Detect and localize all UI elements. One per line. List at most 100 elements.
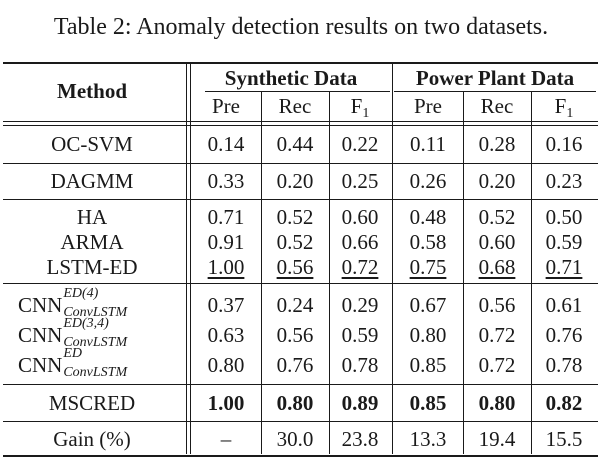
header-rule-1 — [3, 121, 598, 122]
cell-value: 0.23 — [545, 169, 583, 193]
cell-value: 0.75 — [409, 255, 447, 279]
table-cell: 0.78 — [330, 352, 390, 378]
table-cell: 0.60 — [330, 204, 390, 230]
method-name: MSCRED — [48, 391, 136, 415]
table-cell: 0.28 — [464, 131, 530, 157]
metric-header-label: Pre — [212, 94, 240, 118]
method-name: OC-SVM — [51, 132, 133, 156]
cell-value: – — [220, 427, 232, 451]
cell-value: 0.72 — [341, 255, 379, 279]
cell-value: 0.71 — [545, 255, 583, 279]
cell-value: 0.82 — [545, 391, 583, 415]
cell-value: 0.52 — [478, 205, 516, 229]
cell-value: 0.25 — [341, 169, 379, 193]
cell-value: 0.71 — [207, 205, 245, 229]
table-caption: Table 2: Anomaly detection results on tw… — [53, 14, 549, 40]
cell-value: 0.20 — [478, 169, 516, 193]
table-cell: 0.56 — [262, 254, 328, 280]
cell-value: 0.29 — [341, 293, 379, 317]
cell-value: 0.80 — [409, 323, 447, 347]
table-cell: 0.63 — [192, 322, 260, 348]
table-cell: 0.52 — [262, 229, 328, 255]
cell-value: 0.72 — [478, 353, 516, 377]
table-cell: 0.72 — [464, 352, 530, 378]
metric-header: F1 — [532, 93, 596, 127]
cell-value: 0.20 — [276, 169, 314, 193]
cell-value: 0.16 — [545, 132, 583, 156]
table-cell: 0.56 — [262, 322, 328, 348]
metric-header: F1 — [330, 93, 390, 127]
method-base-label: CNN — [18, 353, 63, 377]
table-cell: 0.82 — [532, 390, 596, 416]
row-rule — [3, 163, 598, 164]
method-superscript: ED(3,4) — [63, 316, 109, 331]
table-cell: 0.67 — [394, 292, 462, 318]
cell-value: 0.14 — [207, 132, 245, 156]
table-cell: 0.16 — [532, 131, 596, 157]
cell-value: 1.00 — [207, 255, 245, 279]
method-name: DAGMM — [50, 169, 134, 193]
cell-value: 0.52 — [276, 230, 314, 254]
table-cell: 0.80 — [192, 352, 260, 378]
cell-value: 0.91 — [207, 230, 245, 254]
table-cell: 0.29 — [330, 292, 390, 318]
table-cell: 0.76 — [532, 322, 596, 348]
table-cell: 0.26 — [394, 168, 462, 194]
table-cell: 0.44 — [262, 131, 328, 157]
bottom-rule — [3, 455, 598, 457]
cell-value: 0.56 — [478, 293, 516, 317]
metric-subscript: 1 — [566, 106, 574, 121]
metric-subscript: 1 — [362, 106, 370, 121]
table-cell: 0.71 — [192, 204, 260, 230]
method-name: Gain (%) — [53, 427, 131, 451]
table-cell: 0.61 — [532, 292, 596, 318]
metric-header-label: F — [350, 94, 363, 118]
table-cell: 0.68 — [464, 254, 530, 280]
cell-value: 30.0 — [276, 427, 314, 451]
table-cell: 1.00 — [192, 254, 260, 280]
table-cell: 0.48 — [394, 204, 462, 230]
table-cell: 0.20 — [464, 168, 530, 194]
method-scripts: ED(3,4) ConvLSTM — [62, 317, 182, 350]
method-name: LSTM-ED — [46, 255, 138, 279]
method-scripts: ED(4) ConvLSTM — [62, 287, 182, 320]
cell-value: 0.50 — [545, 205, 583, 229]
table-cell: 0.80 — [464, 390, 530, 416]
cell-value: 0.59 — [341, 323, 379, 347]
row-rule — [3, 421, 598, 422]
table-cell: 0.80 — [262, 390, 328, 416]
table-cell: 0.85 — [394, 352, 462, 378]
table-cell: 0.20 — [262, 168, 328, 194]
cell-value: 0.66 — [341, 230, 379, 254]
table-cell: 0.50 — [532, 204, 596, 230]
table-cell: 0.91 — [192, 229, 260, 255]
metric-header-label: F — [554, 94, 567, 118]
cell-value: 0.60 — [341, 205, 379, 229]
cell-value: 0.80 — [276, 391, 314, 415]
table-cell: 0.24 — [262, 292, 328, 318]
table-cell: 15.5 — [532, 426, 596, 452]
table-cell: 0.85 — [394, 390, 462, 416]
method-rule-right — [190, 64, 191, 454]
cell-value: 13.3 — [409, 427, 447, 451]
table-cell: 30.0 — [262, 426, 328, 452]
cell-value: 0.78 — [341, 353, 379, 377]
metric-header: Pre — [394, 93, 462, 119]
table-cell: 0.71 — [532, 254, 596, 280]
cell-value: 0.52 — [276, 205, 314, 229]
cell-value: 0.76 — [276, 353, 314, 377]
cell-value: 0.63 — [207, 323, 245, 347]
top-rule — [3, 62, 598, 64]
cell-value: 0.11 — [410, 132, 446, 156]
table-cell: 0.52 — [464, 204, 530, 230]
table-cell: 0.76 — [262, 352, 328, 378]
method-subscript: ConvLSTM — [63, 365, 128, 380]
table-cell: 0.78 — [532, 352, 596, 378]
table-cell: 0.59 — [330, 322, 390, 348]
cell-value: 0.60 — [478, 230, 516, 254]
cell-value: 0.33 — [207, 169, 245, 193]
table-cell: 0.60 — [464, 229, 530, 255]
table-cell: 0.59 — [532, 229, 596, 255]
table-cell: 0.75 — [394, 254, 462, 280]
